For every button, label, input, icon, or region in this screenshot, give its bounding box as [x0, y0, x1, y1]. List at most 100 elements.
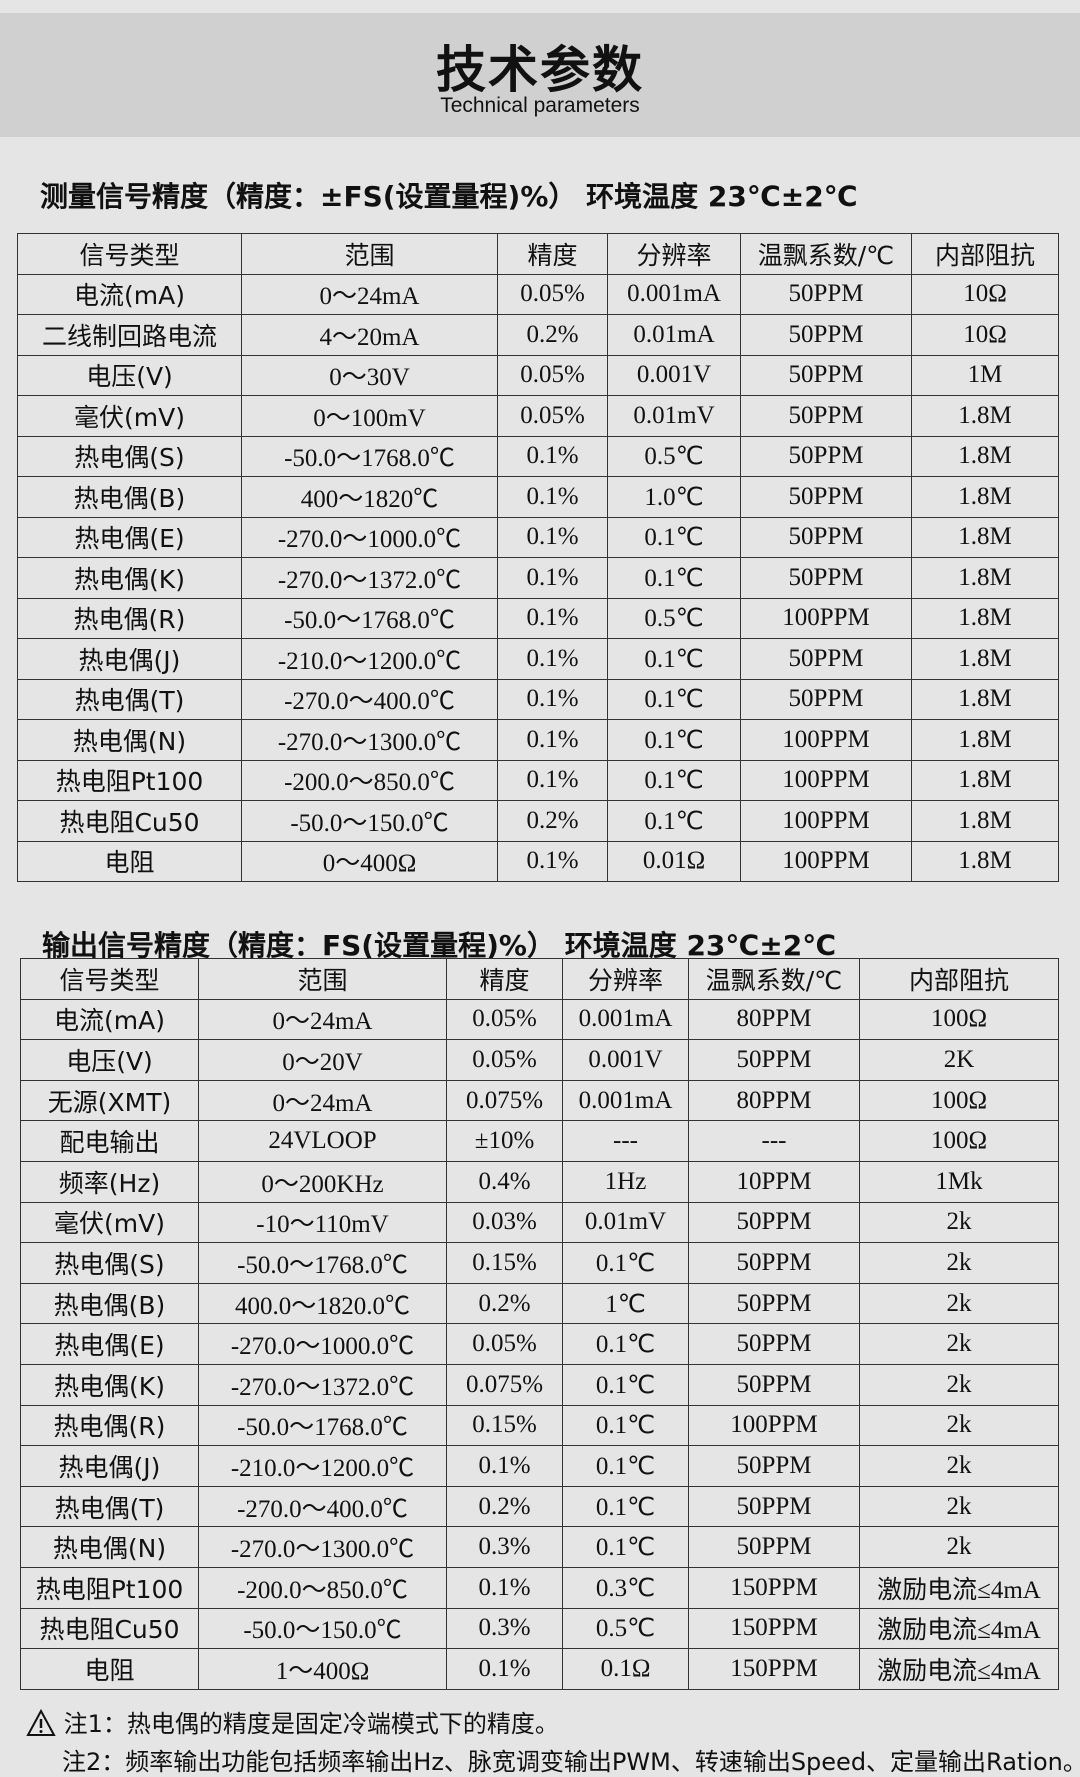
header-band	[0, 13, 1080, 137]
column-header: 分辨率	[607, 233, 741, 275]
column-header: 分辨率	[562, 958, 689, 1000]
table-cell: 毫伏(mV)	[17, 395, 242, 437]
table-cell: 0.1℃	[562, 1404, 689, 1447]
table-cell: 50PPM	[688, 1445, 860, 1487]
table-row: 热电偶(J) -210.0～1200.0℃ 0.1% 0.1℃ 50PPM 1.8M	[17, 638, 1059, 680]
table-cell: 100Ω	[859, 1120, 1059, 1162]
table-cell: 50PPM	[688, 1323, 860, 1365]
table-cell: 50PPM	[740, 476, 912, 518]
table-cell: ---	[562, 1120, 689, 1162]
table-cell: 2k	[859, 1282, 1059, 1325]
table-cell: 2k	[859, 1404, 1059, 1447]
table-cell: -210.0～1200.0℃	[241, 638, 498, 680]
table-cell: 0.001V	[607, 354, 741, 396]
table-cell: 0.5℃	[607, 435, 741, 477]
table-row: 热电偶(K) -270.0～1372.0℃ 0.1% 0.1℃ 50PPM 1.8M	[17, 557, 1059, 599]
table-cell: 0.05%	[497, 354, 608, 396]
column-header: 温飘系数/℃	[688, 958, 860, 1000]
table-cell: 0.1℃	[607, 516, 741, 558]
table-cell: 0～400Ω	[241, 840, 498, 882]
table-row: 电流(mA) 0～24mA 0.05% 0.001mA 80PPM 100Ω	[20, 998, 1059, 1041]
table-cell: 热电阻Pt100	[20, 1566, 199, 1609]
table-cell: 0.1℃	[607, 719, 741, 761]
table-row: 热电偶(B) 400～1820℃ 0.1% 1.0℃ 50PPM 1.8M	[17, 476, 1059, 518]
table-cell: 0.3℃	[562, 1566, 689, 1609]
table-row: 热电偶(K) -270.0～1372.0℃ 0.075% 0.1℃ 50PPM 2k	[20, 1363, 1059, 1406]
table-cell: 2k	[859, 1201, 1059, 1244]
table-cell: 电阻	[17, 840, 242, 882]
table-cell: 0.05%	[497, 273, 608, 315]
table-cell: 400.0～1820.0℃	[198, 1282, 447, 1325]
table-cell: 0.1℃	[607, 557, 741, 599]
table-cell: 0.01mV	[562, 1201, 689, 1244]
table-row: 热电偶(S) -50.0～1768.0℃ 0.1% 0.5℃ 50PPM 1.8M	[17, 435, 1059, 477]
table-cell: 50PPM	[688, 1485, 860, 1528]
table-cell: 1.0℃	[607, 476, 741, 518]
table-cell: 0.001mA	[607, 273, 741, 315]
table-cell: 150PPM	[688, 1566, 860, 1609]
table-cell: -270.0～400.0℃	[241, 678, 498, 720]
table-cell: 热电阻Cu50	[20, 1607, 199, 1650]
table-cell: 0.15%	[446, 1404, 563, 1447]
table-cell: -200.0～850.0℃	[241, 759, 498, 801]
table-cell: 0.001mA	[562, 1079, 689, 1122]
table-cell: 热电偶(T)	[20, 1485, 199, 1528]
table-cell: 热电偶(R)	[17, 597, 242, 639]
table-cell: 150PPM	[688, 1607, 860, 1650]
table-cell: 2k	[859, 1526, 1059, 1568]
table-cell: 0.1℃	[562, 1445, 689, 1487]
table-cell: 24VLOOP	[198, 1120, 447, 1162]
table-cell: 1Mk	[859, 1160, 1059, 1203]
table-cell: 热电偶(N)	[17, 719, 242, 761]
table-cell: 0～30V	[241, 354, 498, 396]
table-cell: 50PPM	[688, 1039, 860, 1081]
table-cell: 50PPM	[740, 638, 912, 680]
column-header: 范围	[198, 958, 447, 1000]
table-row: 毫伏(mV) 0～100mV 0.05% 0.01mV 50PPM 1.8M	[17, 395, 1059, 437]
note-1: 注1：热电偶的精度是固定冷端模式下的精度。	[26, 1704, 559, 1739]
table-row: 电流(mA) 0～24mA 0.05% 0.001mA 50PPM 10Ω	[17, 273, 1059, 315]
page-subtitle: Technical parameters	[440, 94, 640, 117]
table-cell: 热电偶(J)	[20, 1445, 199, 1487]
table-cell: 热电偶(K)	[20, 1363, 199, 1406]
table-cell: 热电偶(N)	[20, 1526, 199, 1568]
table-cell: 0.075%	[446, 1079, 563, 1122]
table-cell: 0.1%	[497, 719, 608, 761]
table-cell: 100Ω	[859, 1079, 1059, 1122]
table-cell: 1.8M	[911, 516, 1059, 558]
column-header: 信号类型	[17, 233, 242, 275]
table-cell: 热电阻Pt100	[17, 759, 242, 801]
table-cell: 2K	[859, 1039, 1059, 1081]
table-cell: 50PPM	[740, 314, 912, 356]
table-cell: 0～24mA	[241, 273, 498, 315]
table-cell: 热电偶(B)	[20, 1282, 199, 1325]
table-cell: 0.05%	[446, 1039, 563, 1081]
table-cell: 100PPM	[688, 1404, 860, 1447]
table-row: 电阻 0～400Ω 0.1% 0.01Ω 100PPM 1.8M	[17, 840, 1059, 882]
table-cell: 1.8M	[911, 800, 1059, 842]
table-cell: ±10%	[446, 1120, 563, 1162]
table-cell: 2k	[859, 1242, 1059, 1284]
table-cell: 热电偶(J)	[17, 638, 242, 680]
table-row: 热电偶(T) -270.0～400.0℃ 0.2% 0.1℃ 50PPM 2k	[20, 1485, 1059, 1528]
table-row: 无源(XMT) 0～24mA 0.075% 0.001mA 80PPM 100Ω	[20, 1079, 1059, 1122]
table-row: 热电阻Pt100 -200.0～850.0℃ 0.1% 0.1℃ 100PPM 1.8M	[17, 759, 1059, 801]
table-cell: 电压(V)	[17, 354, 242, 396]
table-cell: 热电偶(T)	[17, 678, 242, 720]
table-cell: 0.1%	[497, 516, 608, 558]
table-cell: 150PPM	[688, 1648, 860, 1690]
table-cell: 0.1Ω	[562, 1648, 689, 1690]
table-cell: 50PPM	[688, 1526, 860, 1568]
header-row: 信号类型 范围 精度 分辨率 温飘系数/℃ 内部阻抗	[17, 233, 1059, 275]
table-cell: 50PPM	[688, 1363, 860, 1406]
table-row: 频率(Hz) 0～200KHz 0.4% 1Hz 10PPM 1Mk	[20, 1160, 1059, 1203]
measure-table: 信号类型 范围 精度 分辨率 温飘系数/℃ 内部阻抗 电流(mA) 0～24mA 0.05% 0.…	[17, 233, 1059, 882]
table-cell: 0.1℃	[562, 1242, 689, 1284]
table-cell: 0.01mA	[607, 314, 741, 356]
column-header: 范围	[241, 233, 498, 275]
table-cell: 0.1℃	[607, 678, 741, 720]
table-cell: 热电偶(S)	[20, 1242, 199, 1284]
table-row: 热电阻Cu50 -50.0～150.0℃ 0.3% 0.5℃ 150PPM 激励电流≤4m…	[20, 1607, 1059, 1650]
table-cell: 电流(mA)	[20, 998, 199, 1041]
table-row: 热电偶(E) -270.0～1000.0℃ 0.1% 0.1℃ 50PPM 1.8M	[17, 516, 1059, 558]
